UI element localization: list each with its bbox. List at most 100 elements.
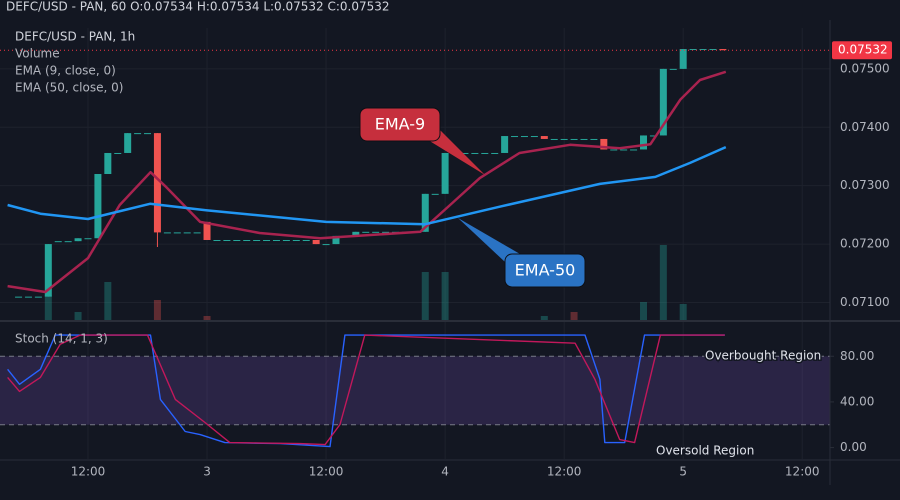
x-tick-label: 12:00 [785,465,820,479]
volume-bar [640,302,648,320]
y-tick-label: 40.00 [840,394,874,408]
candle-body [104,152,112,174]
candle-body [649,135,657,137]
candle-body [114,152,122,154]
candle-body [461,152,469,154]
candle-body [520,136,528,138]
marks [0,49,830,448]
pane-title: DEFC/USD - PAN, 1h [15,30,135,44]
candle-body [530,136,538,138]
candle-body [322,244,330,246]
candle-body [501,136,509,153]
callout-text: EMA-9 [375,115,425,134]
pane-title: Stoch (14, 1, 3) [15,332,108,346]
candle-body [560,138,568,140]
candle-body [491,152,499,154]
last-price-tag [832,41,892,60]
candle-body [550,138,558,140]
candle-body [134,133,142,135]
candle-body [600,138,608,150]
candle-body [15,296,23,298]
volume-bar [153,300,161,320]
candle-body [163,232,171,234]
candle-body [352,231,360,236]
candle-body [302,239,310,241]
volume-bar [540,316,548,320]
candle-body [213,239,221,241]
candle-body [640,135,648,150]
frame [0,20,900,485]
callout-box [504,253,586,288]
volume-bar [203,316,211,320]
candle-body [282,239,290,241]
candle-body [669,68,677,70]
region-label: Overbought Region [705,349,821,363]
candle-body [183,232,191,234]
x-tick-label: 12:00 [309,465,344,479]
candle-body [679,49,687,69]
x-tick-label: 12:00 [71,465,106,479]
region-label: Oversold Region [656,444,754,458]
candle-body [193,232,201,234]
candle-body [709,49,717,51]
candle-body [34,296,42,298]
y-tick-label: 80.00 [840,349,874,363]
candle-body [372,231,380,233]
candle-body [441,152,449,194]
y-tick-label: 0.07400 [840,120,890,134]
candle-body [471,152,479,154]
candle-body [481,152,489,154]
band [0,356,830,425]
volume-bar [679,304,687,320]
header: DEFC/USD - PAN, 60 O:0.07534 H:0.07534 L… [6,0,390,14]
volume-bar [74,312,82,320]
candle-body [64,241,72,243]
candle-body [382,231,390,233]
candle-body [124,133,132,153]
legend-entry: EMA (9, close, 0) [15,64,116,78]
candle-body [540,136,548,139]
grid [0,28,834,459]
volume-bar [44,295,52,320]
candle-body [223,239,231,241]
x-tick-label: 4 [441,465,449,479]
legend-entry: EMA (50, close, 0) [15,81,123,95]
volume-bar [421,272,429,320]
candle-body [44,244,52,297]
volume-bar [570,312,578,320]
callout-pointer [428,130,485,175]
candle-body [332,235,340,245]
last-price-label: 0.07532 [838,43,888,57]
x-tick-label: 3 [203,465,211,479]
candle-body [719,49,727,51]
stoch-line [7,334,725,446]
callout-box [359,107,441,142]
candle-body [94,174,102,239]
candle-body [431,193,439,195]
x-tick-label: 12:00 [547,465,582,479]
candle-body [84,238,92,240]
y-tick-label: 0.00 [840,440,867,454]
candle-body [292,239,300,241]
candle-body [233,239,241,241]
candle-body [689,49,697,51]
y-tick-label: 0.07300 [840,178,890,192]
candle-body [263,239,271,241]
x-tick-label: 5 [679,465,687,479]
callout-text: EMA-50 [515,261,576,280]
candle-body [511,136,519,138]
candle-body [570,138,578,140]
candle-body [362,231,370,233]
y-tick-label: 0.07500 [840,61,890,75]
candle-body [272,239,280,241]
candle-body [421,193,429,232]
candle-body [173,232,181,234]
volume-bar [104,282,112,320]
candle-body [54,241,62,243]
y-tick-label: 0.07200 [840,237,890,251]
labels: DEFC/USD - PAN, 60 O:0.07534 H:0.07534 L… [6,0,892,479]
candle-body [144,133,152,135]
candle-body [610,149,618,151]
